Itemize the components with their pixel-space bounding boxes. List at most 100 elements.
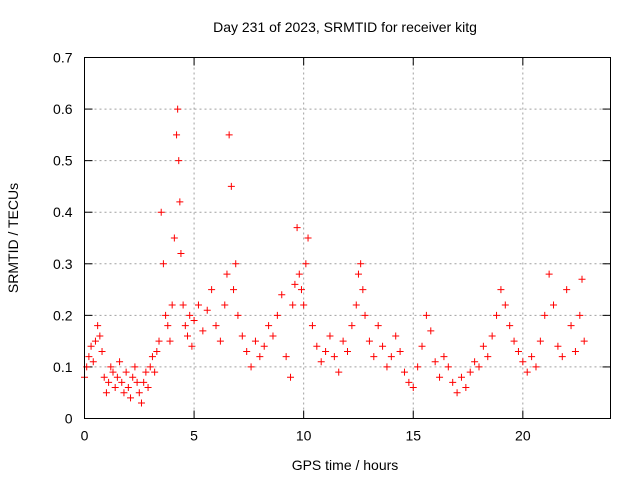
data-point (177, 249, 185, 257)
plot-frame (84, 57, 611, 419)
data-point (142, 368, 150, 376)
data-point (528, 353, 536, 361)
data-point (199, 327, 207, 335)
data-point (243, 347, 251, 355)
data-point (400, 368, 408, 376)
data-point (405, 378, 413, 386)
data-point (146, 363, 154, 371)
data-point (532, 363, 540, 371)
data-point (519, 358, 527, 366)
data-point (278, 291, 286, 299)
data-point (471, 358, 479, 366)
y-tick-label: 0 (65, 411, 73, 427)
axis-ticks: 0 0.1 0.2 0.3 0.4 0.5 0.6 0.7 0 5 10 15 20 (53, 50, 611, 444)
x-tick-label: 10 (296, 428, 312, 444)
data-point (159, 260, 167, 268)
data-point (155, 337, 163, 345)
data-point (344, 347, 351, 355)
data-point (109, 368, 117, 376)
data-point (238, 332, 246, 340)
y-tick-label: 0.6 (53, 101, 73, 117)
y-axis-label: SRMTID / TECUs (5, 183, 21, 293)
data-point (514, 347, 522, 355)
data-point (475, 363, 483, 371)
data-point (576, 311, 584, 319)
x-tick-label: 0 (81, 428, 89, 444)
data-point (166, 337, 174, 345)
data-point (173, 131, 181, 139)
data-point (571, 347, 579, 355)
data-point (523, 368, 531, 376)
data-point (223, 270, 231, 278)
data-point (91, 337, 99, 345)
y-tick-label: 0.3 (53, 256, 73, 272)
data-point (162, 311, 170, 319)
data-point (414, 363, 422, 371)
x-tick-label: 5 (190, 428, 198, 444)
data-point (157, 208, 165, 216)
data-point (295, 270, 303, 278)
y-tick-label: 0.1 (53, 359, 73, 375)
data-point (326, 332, 334, 340)
chart-title: Day 231 of 2023, SRMTID for receiver kit… (213, 19, 477, 35)
data-point (453, 389, 461, 397)
data-point (265, 322, 273, 330)
data-point (357, 260, 365, 268)
data-point (120, 389, 128, 397)
x-axis-label: GPS time / hours (292, 457, 399, 473)
data-point (190, 317, 198, 325)
data-point (449, 378, 457, 386)
data-point (194, 301, 202, 309)
data-point (135, 389, 143, 397)
data-point (541, 311, 549, 319)
data-point (300, 301, 308, 309)
data-point (127, 394, 135, 402)
data-point (322, 347, 330, 355)
data-point (293, 224, 301, 232)
x-tick-label: 15 (405, 428, 421, 444)
data-point (392, 332, 400, 340)
data-point (297, 286, 305, 294)
data-point (558, 353, 566, 361)
data-point (436, 373, 444, 381)
data-point (302, 260, 310, 268)
data-point (578, 275, 586, 283)
data-point (181, 322, 189, 330)
data-point (247, 363, 255, 371)
data-point (462, 384, 470, 392)
data-point (354, 270, 362, 278)
y-tick-label: 0.7 (53, 50, 73, 66)
data-point (230, 286, 238, 294)
data-point (151, 368, 159, 376)
data-point (479, 342, 487, 350)
y-tick-label: 0.5 (53, 153, 73, 169)
data-point (563, 286, 571, 294)
data-point (133, 378, 141, 386)
data-points (81, 105, 588, 407)
data-point (580, 337, 588, 345)
data-point (100, 373, 108, 381)
data-point (501, 301, 509, 309)
data-point (232, 260, 240, 268)
data-point (431, 358, 439, 366)
data-point (484, 353, 492, 361)
data-point (444, 363, 452, 371)
data-point (554, 342, 562, 350)
data-point (89, 358, 97, 366)
data-point (168, 301, 176, 309)
data-point (174, 105, 182, 113)
data-point (506, 322, 514, 330)
data-point (105, 378, 113, 386)
data-point (85, 353, 93, 361)
data-point (212, 322, 220, 330)
data-point (291, 280, 299, 288)
y-tick-label: 0.4 (53, 204, 73, 220)
data-point (98, 347, 106, 355)
data-point (227, 182, 235, 190)
data-point (348, 322, 356, 330)
y-tick-label: 0.2 (53, 307, 73, 323)
data-point (536, 337, 544, 345)
data-point (374, 322, 382, 330)
data-point (251, 337, 259, 345)
